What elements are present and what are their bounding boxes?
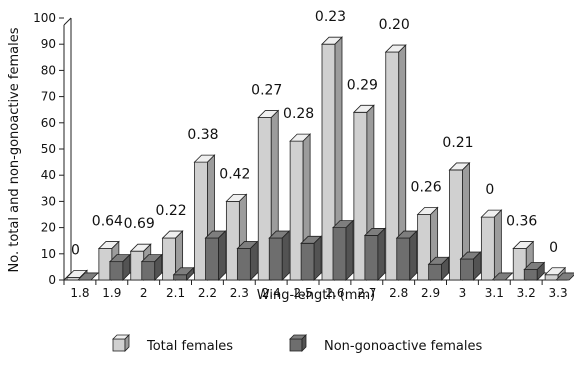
legend-label: Non-gonoactive females	[324, 339, 482, 354]
data-label: 0.69	[124, 216, 155, 232]
bar-total-females-side	[493, 209, 502, 281]
legend-swatch-side	[301, 334, 307, 352]
bar-non-gonoactive-females-side	[313, 235, 322, 281]
x-tick-label: 3.1	[485, 286, 504, 300]
data-label: 0.42	[219, 166, 250, 182]
x-tick-label: 3	[459, 286, 467, 300]
bar-non-gonoactive-females	[332, 227, 347, 281]
bar-non-gonoactive-females	[460, 258, 474, 281]
data-label: 0.20	[379, 17, 410, 33]
bar-non-gonoactive-females-side	[218, 230, 226, 281]
legend-label: Total females	[146, 339, 233, 354]
plot-area: 010203040506070809010001.80.641.90.6920.…	[33, 9, 574, 300]
legend: Total females Non-gonoactive females	[112, 334, 482, 354]
data-label: 0.36	[506, 214, 537, 230]
bar-non-gonoactive-females	[300, 242, 315, 281]
x-tick-label: 2.4	[262, 286, 281, 300]
data-label: 0.38	[187, 127, 218, 143]
data-label: 0.29	[347, 77, 378, 93]
bar-non-gonoactive-females-side	[249, 240, 258, 281]
y-tick-label: 80	[41, 63, 56, 77]
y-tick-label: 20	[41, 221, 56, 235]
bar-non-gonoactive-females-side	[409, 230, 418, 281]
x-tick-label: 3.2	[517, 286, 536, 300]
x-tick-label: 1.9	[102, 286, 121, 300]
data-label: 0.26	[411, 180, 442, 196]
bar-non-gonoactive-females-side	[345, 219, 354, 281]
bar-non-gonoactive-females-top	[491, 272, 514, 281]
legend-swatch-side	[124, 334, 130, 352]
data-label: 0.28	[283, 106, 314, 122]
bar-non-gonoactive-females	[364, 235, 379, 281]
x-tick-label: 2.6	[325, 286, 344, 300]
x-tick-label: 2.8	[389, 286, 408, 300]
y-tick-label: 30	[41, 194, 56, 208]
bar-non-gonoactive-females	[396, 237, 411, 281]
bar-non-gonoactive-females-side	[281, 230, 290, 281]
bar-non-gonoactive-females	[173, 274, 188, 281]
x-tick-label: 2.3	[230, 286, 249, 300]
data-label: 0	[549, 240, 558, 256]
x-tick-label: 2.9	[421, 286, 440, 300]
bar-non-gonoactive-females-side	[154, 253, 163, 281]
x-tick-label: 2	[140, 286, 148, 300]
bar-non-gonoactive-females-side	[536, 261, 545, 281]
x-axis-title: Wing-length (mm)	[257, 288, 375, 303]
y-tick-label: 0	[48, 273, 56, 287]
x-tick-label: 2.1	[166, 286, 185, 300]
legend-swatch	[289, 338, 303, 352]
bar-total-females	[162, 237, 177, 281]
bar-non-gonoactive-females	[428, 263, 443, 281]
y-tick-label: 70	[41, 90, 56, 104]
y-tick-label: 100	[33, 11, 56, 25]
legend-swatch	[112, 338, 126, 352]
data-label: 0.27	[251, 83, 282, 99]
bar-non-gonoactive-females-side	[377, 227, 386, 281]
y-axis-title: No. total and non-gonoactive females	[7, 27, 22, 272]
data-label: 0.22	[156, 203, 187, 219]
data-label: 0.64	[92, 214, 123, 230]
data-label: 0	[71, 242, 80, 258]
data-label: 0	[485, 182, 494, 198]
bar-non-gonoactive-females	[268, 237, 283, 281]
bar-non-gonoactive-females	[205, 237, 219, 281]
data-label: 0.23	[315, 9, 346, 25]
x-tick-label: 3.3	[549, 286, 568, 300]
bar-non-gonoactive-females	[523, 269, 538, 281]
bar-non-gonoactive-females-side	[122, 253, 131, 281]
bar-total-females	[480, 216, 495, 281]
bar-non-gonoactive-females	[236, 248, 251, 281]
bar-non-gonoactive-females	[109, 261, 124, 281]
bar-non-gonoactive-females-side	[441, 256, 450, 281]
bar-non-gonoactive-females-side	[473, 251, 481, 281]
bar-non-gonoactive-females	[141, 261, 156, 281]
bar-non-gonoactive-females-side	[186, 266, 195, 281]
bar-total-females	[544, 274, 559, 281]
x-tick-label: 2.5	[294, 286, 313, 300]
y-tick-label: 40	[41, 168, 56, 182]
y-tick-label: 90	[41, 37, 56, 51]
y-tick-label: 60	[41, 116, 56, 130]
bar-non-gonoactive-females-top	[77, 272, 99, 281]
y-tick-label: 10	[41, 247, 56, 261]
y-tick-label: 50	[41, 142, 56, 156]
x-tick-label: 2.2	[198, 286, 217, 300]
bar-non-gonoactive-females-top	[555, 272, 574, 281]
data-label: 0.21	[442, 135, 473, 151]
y-axis-top-edge	[63, 17, 72, 26]
x-tick-label: 2.7	[357, 286, 376, 300]
x-tick-label: 1.8	[70, 286, 89, 300]
